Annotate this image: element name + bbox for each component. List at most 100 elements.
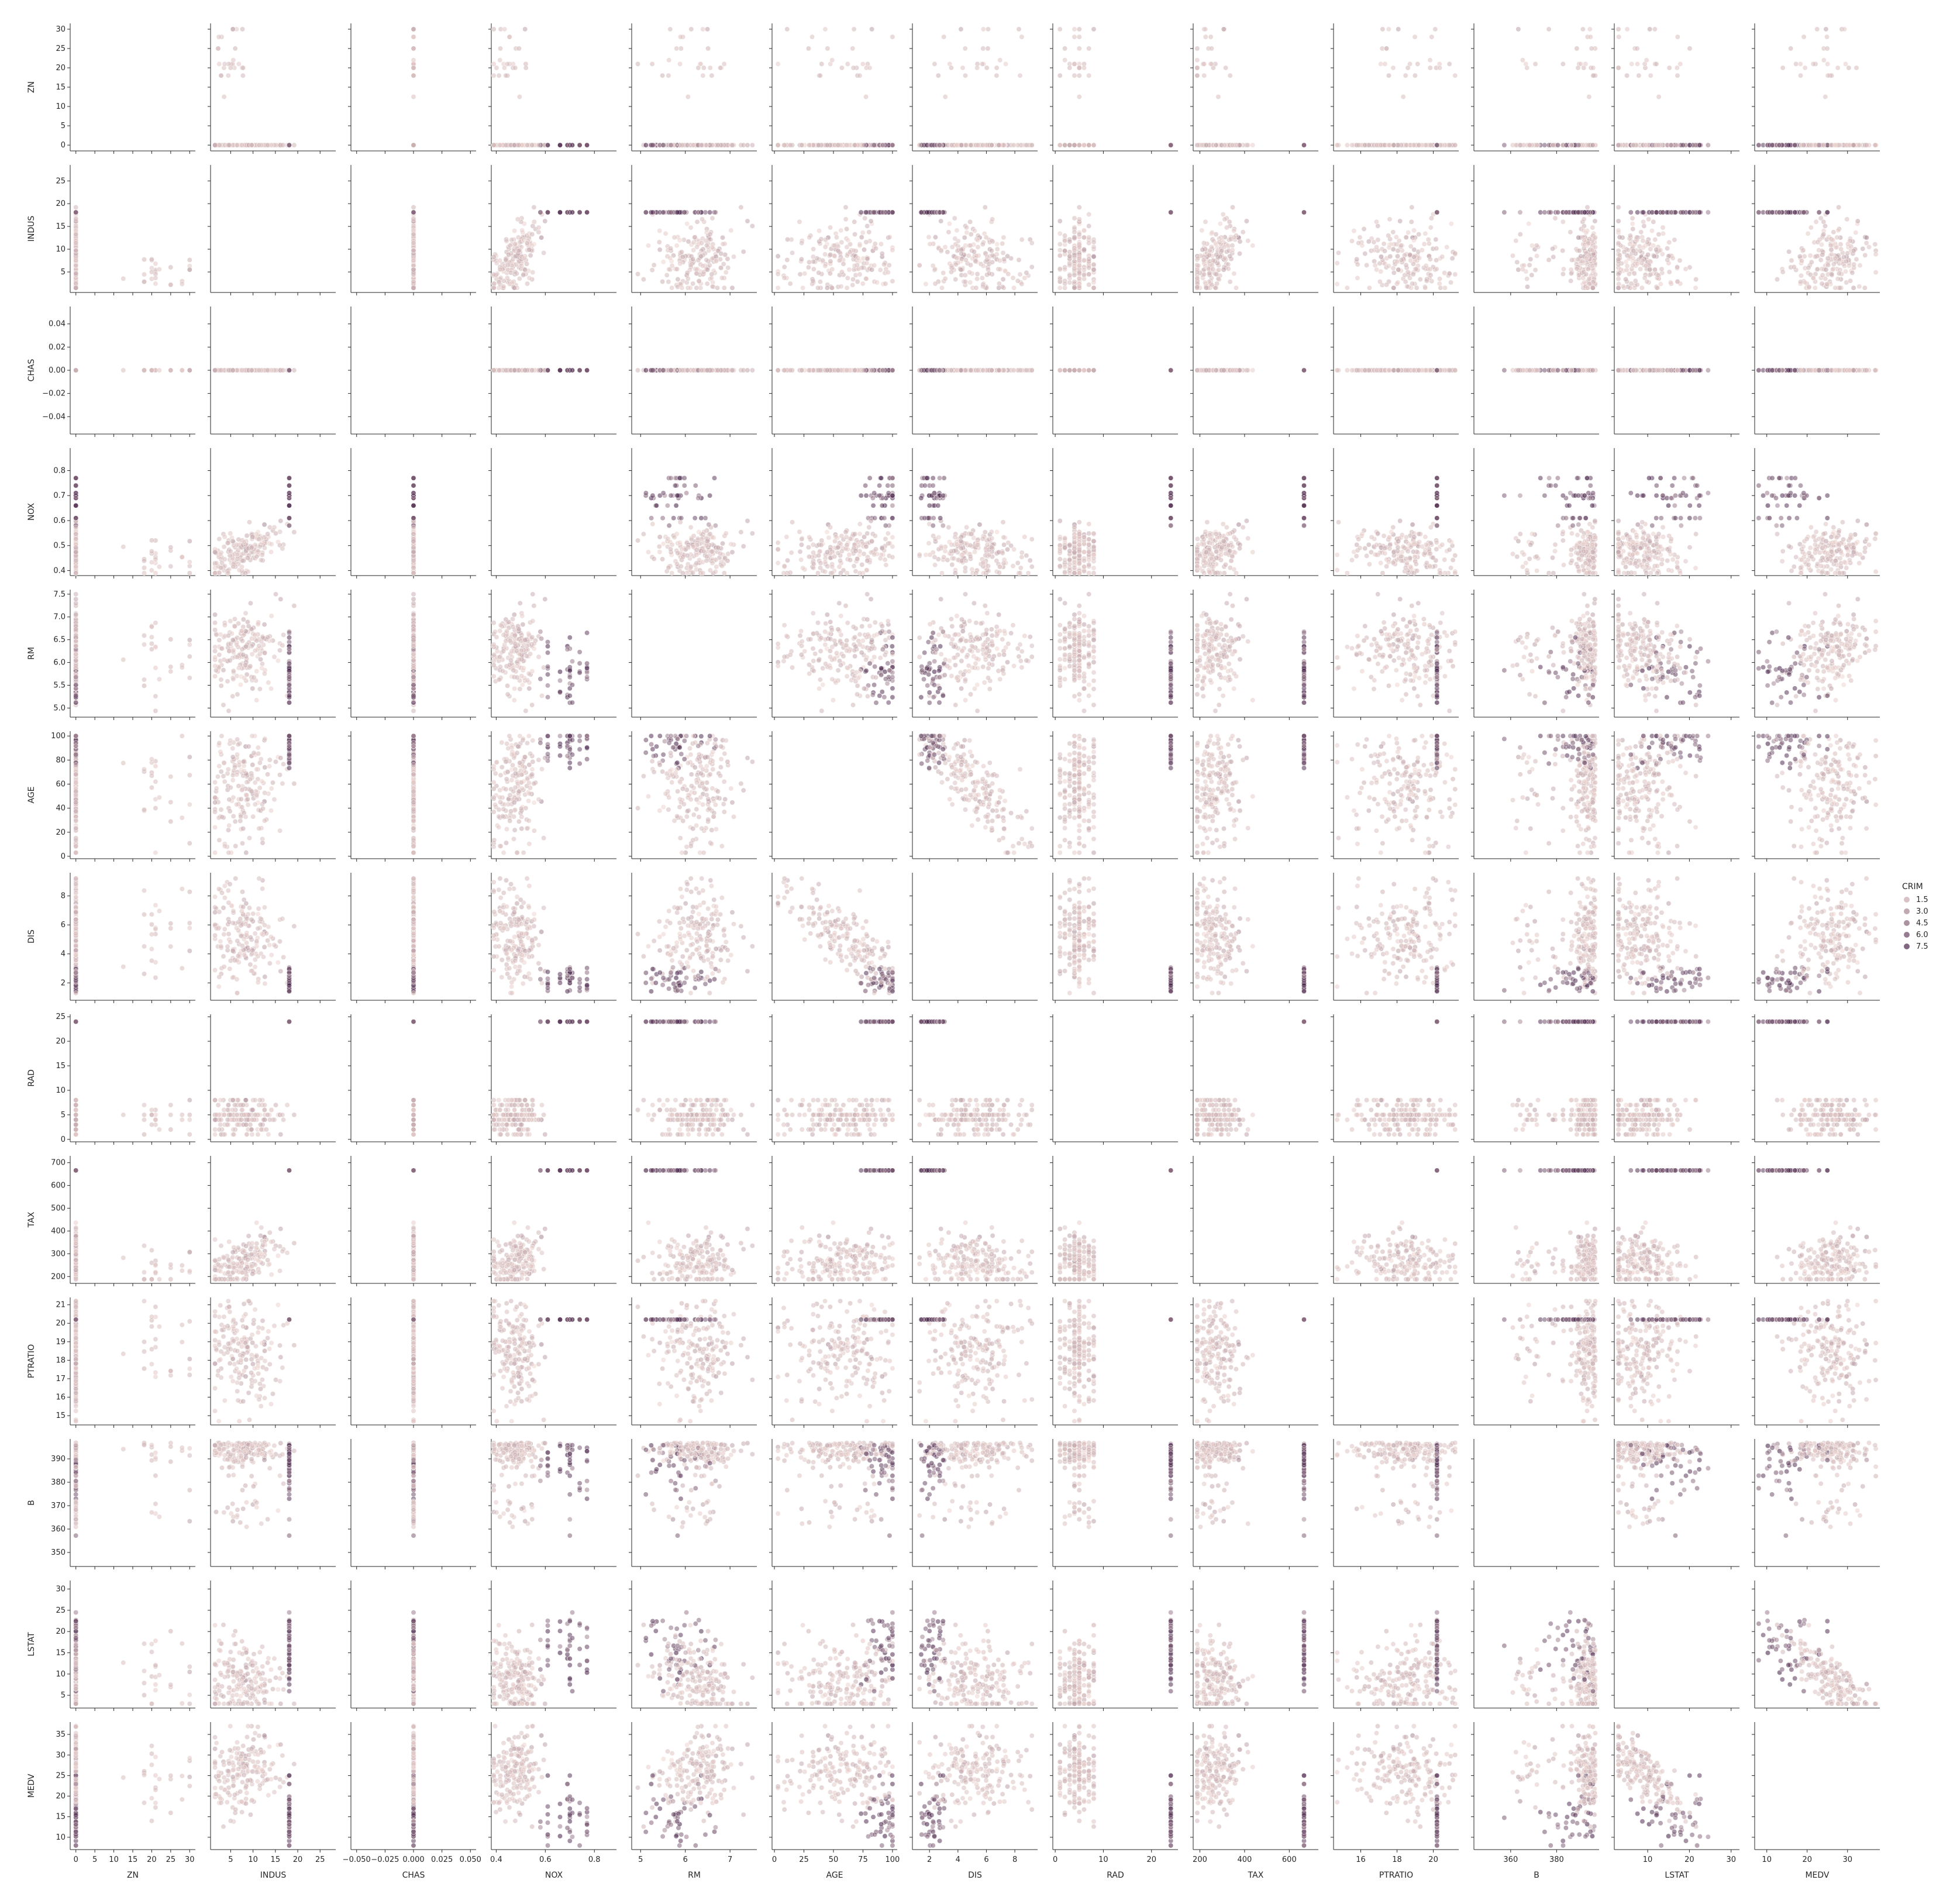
scatter-point [807, 143, 812, 147]
scatter-point [782, 143, 787, 147]
scatter-point [959, 143, 964, 147]
scatter-point [1246, 143, 1250, 147]
y-axis-label-indus: INDUS [27, 216, 36, 242]
scatter-point [507, 35, 512, 39]
scatter-point [265, 143, 270, 147]
scatter-point [584, 210, 589, 215]
scatter-point [1857, 143, 1862, 147]
scatter-point [1380, 27, 1385, 32]
scatter-point [1586, 143, 1591, 147]
scatter-point [1403, 73, 1408, 78]
scatter-point [1429, 35, 1434, 39]
scatter-point [750, 143, 755, 147]
panel-zn-vs-nox [488, 23, 616, 154]
scatter-point [1077, 94, 1081, 99]
scatter-point [680, 143, 684, 147]
scatter-point [411, 217, 416, 222]
scatter-point [1697, 143, 1702, 147]
scatter-point [986, 27, 990, 32]
scatter-point [233, 46, 237, 51]
scatter-point [411, 248, 416, 253]
scatter-point [823, 27, 828, 32]
scatter-point [1077, 143, 1081, 147]
scatter-point [974, 66, 979, 70]
scatter-point [1029, 143, 1034, 147]
scatter-point [501, 284, 506, 289]
scatter-point [1525, 66, 1529, 70]
scatter-point [867, 66, 872, 70]
scatter-point [839, 66, 844, 70]
scatter-point [890, 143, 895, 147]
scatter-point [1077, 66, 1081, 70]
scatter-point [1825, 61, 1830, 66]
scatter-point [491, 143, 496, 147]
scatter-point [1018, 73, 1022, 78]
scatter-point [545, 210, 550, 215]
scatter-point [524, 261, 529, 266]
scatter-point [1846, 66, 1851, 70]
scatter-point [504, 73, 508, 78]
scatter-point [1087, 46, 1091, 51]
scatter-point [688, 285, 693, 290]
scatter-point [1580, 27, 1585, 32]
scatter-point [1087, 143, 1091, 147]
scatter-point [1514, 143, 1518, 147]
scatter-point [1386, 27, 1391, 32]
scatter-point [667, 58, 671, 63]
scatter-point [776, 61, 780, 66]
scatter-point [187, 267, 192, 272]
scatter-point [981, 46, 986, 51]
scatter-point [512, 228, 517, 233]
scatter-point [228, 66, 233, 70]
scatter-point [1617, 35, 1621, 39]
scatter-point [800, 143, 804, 147]
scatter-point [692, 235, 697, 240]
scatter-point [516, 46, 521, 51]
scatter-point [216, 35, 221, 39]
scatter-point [149, 270, 154, 274]
scatter-point [718, 66, 722, 70]
scatter-point [570, 210, 574, 215]
scatter-point [1546, 27, 1551, 32]
panel-zn-vs-dis [910, 23, 1038, 154]
scatter-point [1551, 143, 1556, 147]
scatter-point [1387, 143, 1391, 147]
scatter-point [222, 94, 226, 99]
scatter-point [661, 260, 666, 264]
scatter-point [287, 143, 291, 147]
scatter-point [530, 270, 535, 274]
scatter-point [1637, 73, 1641, 78]
scatter-point [1542, 143, 1547, 147]
scatter-point [1453, 73, 1458, 78]
scatter-point [1437, 66, 1442, 70]
scatter-point [222, 61, 227, 66]
scatter-point [497, 73, 501, 78]
scatter-point [1062, 46, 1067, 51]
scatter-point [1072, 61, 1077, 66]
scatter-point [411, 27, 416, 32]
scatter-point [685, 221, 690, 226]
scatter-point [525, 281, 529, 286]
scatter-point [666, 73, 671, 78]
scatter-point [1433, 27, 1438, 32]
scatter-point [506, 252, 511, 257]
scatter-point [180, 281, 184, 286]
scatter-point [994, 73, 999, 78]
scatter-point [1077, 35, 1081, 39]
scatter-point [678, 35, 683, 39]
scatter-point [1401, 94, 1405, 99]
scatter-point [1656, 94, 1661, 99]
panel-zn-vs-b [1471, 23, 1599, 154]
panel-zn-vs-tax [1190, 23, 1318, 154]
scatter-point [523, 66, 528, 70]
scatter-point [1836, 143, 1841, 147]
scatter-point [701, 73, 705, 78]
scatter-point [536, 225, 541, 230]
scatter-point [1081, 143, 1086, 147]
scatter-point [817, 143, 821, 147]
scatter-point [240, 73, 245, 78]
scatter-point [1386, 73, 1391, 78]
scatter-point [1654, 61, 1659, 66]
scatter-point [1435, 143, 1439, 147]
scatter-point [663, 231, 668, 236]
